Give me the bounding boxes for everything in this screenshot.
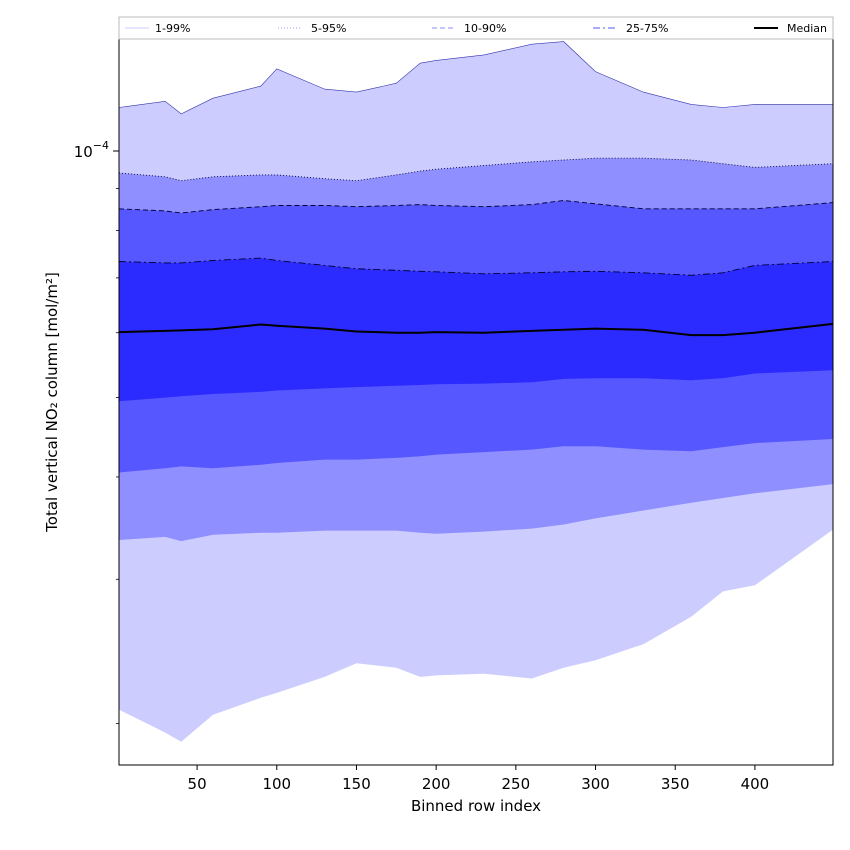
bands-layer <box>119 41 833 742</box>
x-tick-label: 50 <box>188 775 207 793</box>
x-tick-label: 250 <box>502 775 531 793</box>
band-25-75% <box>119 258 833 402</box>
x-tick-label: 100 <box>262 775 291 793</box>
x-tick-label: 400 <box>741 775 770 793</box>
band-upper-1-99% <box>118 41 833 115</box>
band-upper-5-95% <box>118 157 834 182</box>
legend-label: 1-99% <box>155 22 190 35</box>
median-line <box>118 322 834 337</box>
legend-label: Median <box>787 22 827 35</box>
legend-label: 10-90% <box>464 22 506 35</box>
x-tick-label: 150 <box>342 775 371 793</box>
x-tick-label: 300 <box>581 775 610 793</box>
lines-layer <box>118 41 834 337</box>
y-tick-label: 10−4 <box>74 139 109 161</box>
y-axis-title: Total vertical NO₂ column [mol/m²] <box>43 272 61 533</box>
legend: 1-99% 5-95% 10-90% 25-75% Median <box>118 16 834 40</box>
x-tick-label: 350 <box>661 775 690 793</box>
legend-label: 5-95% <box>311 22 346 35</box>
x-tick-label: 200 <box>422 775 451 793</box>
legend-frame <box>118 16 834 40</box>
x-axis-title: Binned row index <box>411 797 541 815</box>
legend-label: 25-75% <box>626 22 668 35</box>
x-axis: 50 100 150 200 250 300 350 400 <box>188 765 770 793</box>
y-axis: 10−4 <box>74 139 119 724</box>
band-upper-25-75% <box>118 257 834 276</box>
